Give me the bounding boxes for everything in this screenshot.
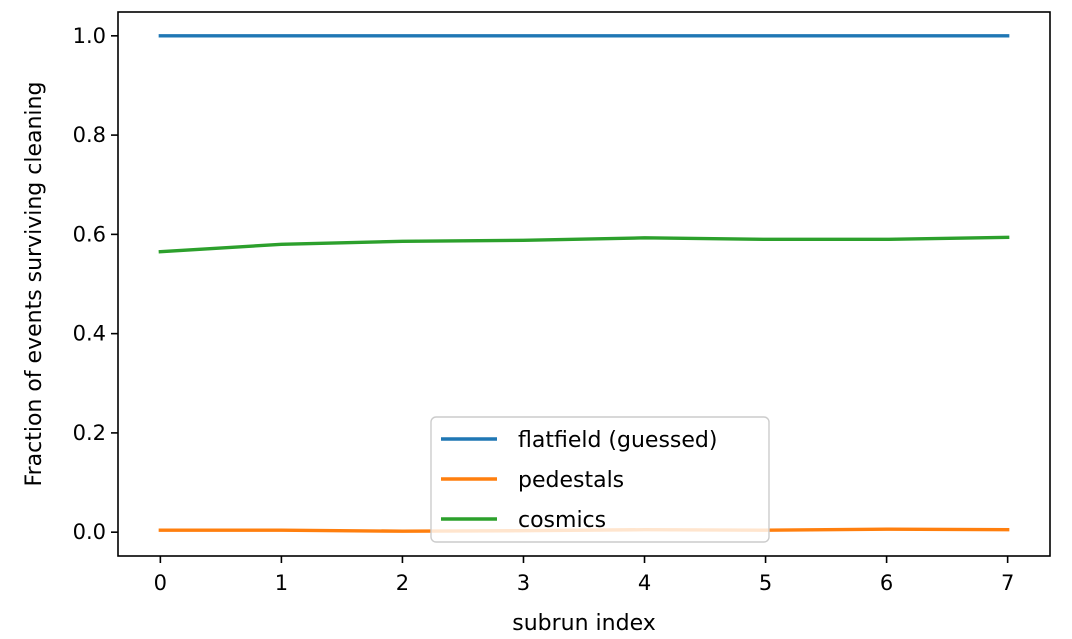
- x-axis-label: subrun index: [512, 611, 655, 636]
- x-tick-label: 7: [1001, 571, 1014, 595]
- x-tick-label: 2: [396, 571, 409, 595]
- plot-frame: [117, 11, 1051, 557]
- y-tick-label: 0.8: [73, 123, 106, 147]
- y-tick-label: 1.0: [73, 24, 106, 48]
- x-axis-ticks: 0 1 2 3 4 5 6 7: [154, 556, 1014, 595]
- x-tick-label: 5: [759, 571, 772, 595]
- y-axis-label: Fraction of events surviving cleaning: [22, 82, 47, 487]
- x-tick-label: 0: [154, 571, 167, 595]
- x-tick-label: 1: [275, 571, 288, 595]
- x-tick-label: 3: [517, 571, 530, 595]
- y-tick-label: 0.0: [73, 520, 106, 544]
- y-tick-label: 0.4: [73, 322, 106, 346]
- x-tick-label: 6: [880, 571, 893, 595]
- legend-label-1: flatfield (guessed): [518, 428, 717, 453]
- legend-box: [430, 416, 770, 543]
- y-tick-label: 0.2: [73, 421, 106, 445]
- legend: flatfield (guessed) pedestals cosmics: [430, 416, 770, 543]
- y-axis-ticks: 0.0 0.2 0.4 0.6 0.8 1.0: [73, 24, 118, 544]
- legend-label-3: cosmics: [518, 508, 606, 533]
- legend-label-2: pedestals: [518, 468, 624, 493]
- y-tick-label: 0.6: [73, 222, 106, 246]
- x-tick-label: 4: [638, 571, 651, 595]
- series-line-3: [158, 235, 1010, 254]
